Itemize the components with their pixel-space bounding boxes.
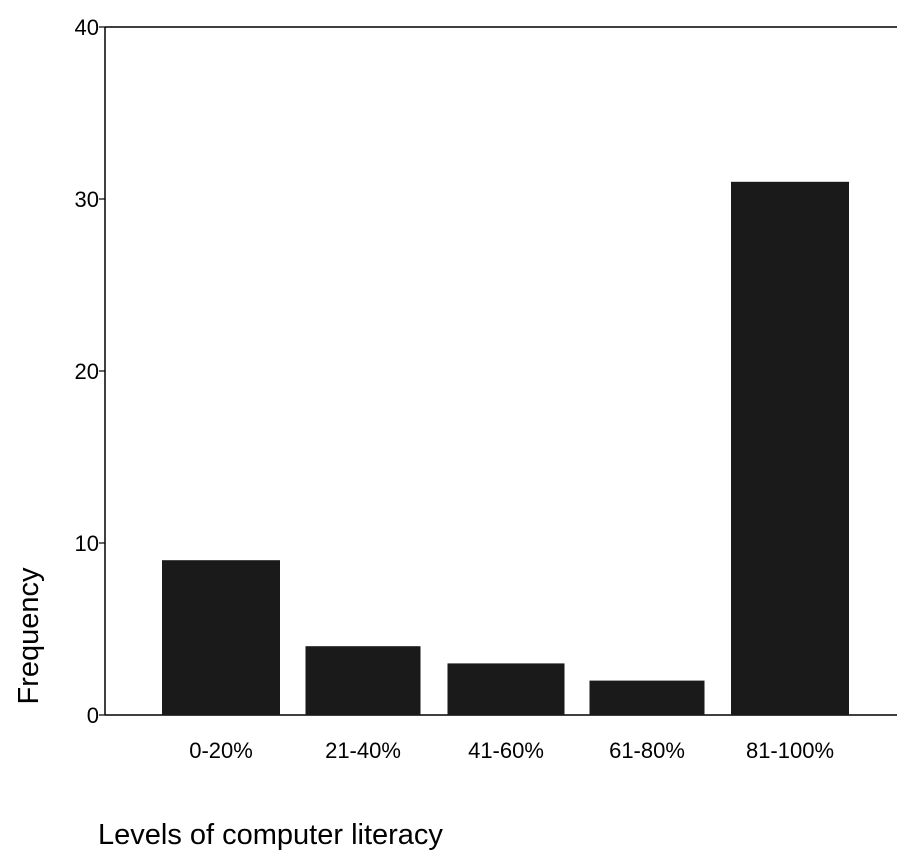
x-tick-label: 41-60% [468,738,544,763]
x-tick-label: 81-100% [746,738,834,763]
y-tick-label: 0 [87,703,99,728]
x-tick-label: 0-20% [189,738,253,763]
y-axis-title: Frequency [13,567,45,705]
y-axis-ticks: 0 10 20 30 40 [75,15,105,728]
x-axis-ticks: 0-20% 21-40% 41-60% 61-80% 81-100% [189,738,834,763]
x-tick-label: 61-80% [609,738,685,763]
y-tick-label: 20 [75,359,99,384]
x-axis-title: Levels of computer literacy [98,819,443,851]
bars-group [162,181,849,716]
x-tick-label: 21-40% [325,738,401,763]
bar-81-100% [731,181,849,716]
bar-21-40% [305,646,421,715]
bar-0-20% [162,560,280,715]
bar-61-80% [589,680,705,715]
bar-41-60% [447,663,565,715]
y-tick-label: 30 [75,187,99,212]
y-tick-label: 40 [75,15,99,40]
y-tick-label: 10 [75,531,99,556]
